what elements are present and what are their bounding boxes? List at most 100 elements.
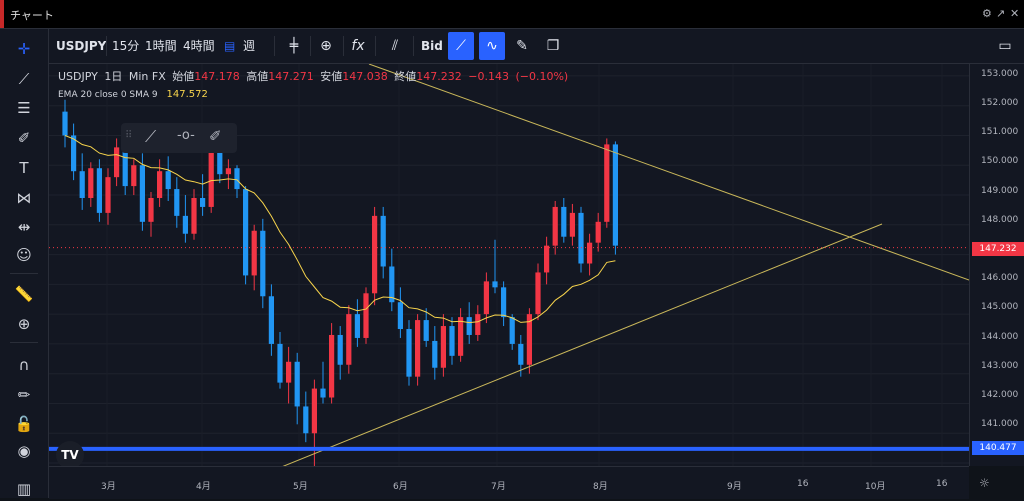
candle-body xyxy=(363,293,369,338)
close-icon[interactable]: ✕ xyxy=(1010,7,1020,20)
trash-icon[interactable]: ▥ xyxy=(16,480,32,498)
emoji-icon[interactable]: ☺ xyxy=(16,246,32,264)
candle-body xyxy=(294,361,300,407)
time-tick-label: 16 xyxy=(936,479,948,489)
candle-body xyxy=(139,165,145,222)
toolbar-divider xyxy=(375,36,376,56)
indicators-icon[interactable]: fx xyxy=(351,38,365,54)
bid-button[interactable]: Bid xyxy=(421,39,443,53)
interval-15m-button[interactable]: 15分 xyxy=(112,39,140,53)
lock-drawings-icon[interactable]: ✏ xyxy=(17,386,31,404)
brush-icon[interactable]: ✎ xyxy=(516,38,528,54)
copy-icon[interactable]: ❐ xyxy=(546,38,560,54)
interval-4h-button[interactable]: 4時間 xyxy=(183,39,215,53)
brush-tool-icon[interactable]: ✐ xyxy=(17,129,31,147)
eye-icon[interactable]: ◉ xyxy=(17,442,31,460)
popout-icon[interactable]: ↗ xyxy=(996,7,1006,20)
candle-body xyxy=(165,171,171,190)
time-axis[interactable]: 3月 4月 5月 6月 7月 8月 9月 16 10月 16 ☼ xyxy=(49,466,990,499)
indicator-legend[interactable]: EMA 20 close 0 SMA 9 147.572 xyxy=(58,89,208,100)
candle-body xyxy=(243,189,249,276)
price-tick-label: 152.000 xyxy=(981,98,1019,108)
interval-week-button[interactable]: 週 xyxy=(243,39,256,53)
candle-body xyxy=(260,230,266,297)
sidebar-divider xyxy=(10,273,38,274)
candle-body xyxy=(415,320,421,377)
position-icon[interactable]: ⇹ xyxy=(17,218,31,236)
candle-body xyxy=(544,245,550,273)
candle-body xyxy=(569,212,575,237)
pattern-icon[interactable]: ⋈ xyxy=(16,189,32,207)
price-tick-label: 141.000 xyxy=(981,419,1019,429)
candle-body xyxy=(432,340,438,368)
candle-body xyxy=(157,171,163,198)
price-tick-label: 144.000 xyxy=(981,332,1019,342)
ruler-icon[interactable]: 📏 xyxy=(14,285,34,303)
candle-body xyxy=(389,266,395,303)
trendline-icon[interactable]: ⟋ xyxy=(18,70,30,88)
candle-body xyxy=(423,320,429,341)
price-axis[interactable]: 153.000 152.000 151.000 150.000 149.000 148.0… xyxy=(969,64,1024,466)
fib-icon[interactable]: ☰ xyxy=(17,99,31,117)
candle-body xyxy=(62,111,68,136)
price-tick-label: 145.000 xyxy=(981,302,1019,312)
axis-settings-icon[interactable]: ☼ xyxy=(979,476,990,490)
candle-body xyxy=(440,326,446,368)
line-tool-icon[interactable]: ⟋ xyxy=(145,127,157,146)
candle-body xyxy=(397,302,403,330)
candle-body xyxy=(612,144,618,246)
time-tick-label: 7月 xyxy=(491,482,506,492)
window-titlebar: チャート ⚙ ↗ ✕ xyxy=(0,0,1024,29)
price-tick-label: 143.000 xyxy=(981,361,1019,371)
legend-source: Min FX xyxy=(128,70,166,83)
pulse-icon[interactable]: ∿ xyxy=(479,32,505,60)
candle-body xyxy=(71,135,77,172)
interval-1h-button[interactable]: 1時間 xyxy=(145,39,177,53)
text-icon[interactable]: T xyxy=(19,159,29,177)
ema-line xyxy=(64,135,616,324)
candle-body xyxy=(552,206,558,246)
drag-handle-icon[interactable]: ⠿ xyxy=(125,130,133,141)
pen-tool-icon[interactable]: ✐ xyxy=(209,127,222,145)
price-tick-label: 153.000 xyxy=(981,69,1019,79)
add-compare-icon[interactable]: ⊕ xyxy=(320,38,332,54)
templates-icon[interactable]: ⫽ xyxy=(391,38,399,54)
candle-body xyxy=(329,334,335,398)
candle-body xyxy=(354,314,360,338)
legend-high: 147.271 xyxy=(268,70,314,83)
time-tick-label: 3月 xyxy=(101,482,116,492)
layout-icon[interactable]: ▭ xyxy=(998,38,1012,54)
toolbar-divider xyxy=(274,36,275,56)
indicator-value: 147.572 xyxy=(166,89,208,100)
current-price-tag: 147.232 xyxy=(972,242,1024,256)
candle-body xyxy=(492,281,498,288)
time-tick-label: 6月 xyxy=(393,482,408,492)
magnet-icon[interactable]: ∩ xyxy=(18,356,30,374)
candle-body xyxy=(182,215,188,234)
crosshair-icon[interactable]: ✛ xyxy=(17,40,31,58)
legend-symbol: USDJPY xyxy=(58,70,98,83)
candle-style-icon[interactable]: ╪ xyxy=(289,38,299,54)
upper-trendline xyxy=(368,64,969,281)
settings-icon[interactable]: ⚙ xyxy=(982,7,992,20)
tradingview-logo[interactable]: TV xyxy=(56,441,84,469)
candle-body xyxy=(79,171,85,198)
price-tick-label: 142.000 xyxy=(981,390,1019,400)
calendar-icon[interactable]: ▤ xyxy=(224,39,236,53)
zoom-in-icon[interactable]: ⊕ xyxy=(17,315,31,333)
legend-open: 147.178 xyxy=(194,70,240,83)
legend-change-pct: (−0.10%) xyxy=(515,70,569,83)
candle-body xyxy=(458,317,464,356)
candle-body xyxy=(380,215,386,267)
candle-body xyxy=(311,388,317,434)
symbol-button[interactable]: USDJPY xyxy=(56,39,107,53)
unlock-icon[interactable]: 🔓 xyxy=(14,415,34,433)
candle-body xyxy=(320,388,326,398)
floating-drawing-toolbar: ⠿ ⟋ -o- ✐ xyxy=(121,123,237,153)
horizontal-ray-icon[interactable]: -o- xyxy=(177,128,195,143)
window-accent xyxy=(0,0,4,28)
time-tick-label: 8月 xyxy=(593,482,608,492)
candle-body xyxy=(526,314,532,365)
trend-chart-icon[interactable]: ⟋ xyxy=(448,32,474,60)
candle-body xyxy=(483,281,489,315)
